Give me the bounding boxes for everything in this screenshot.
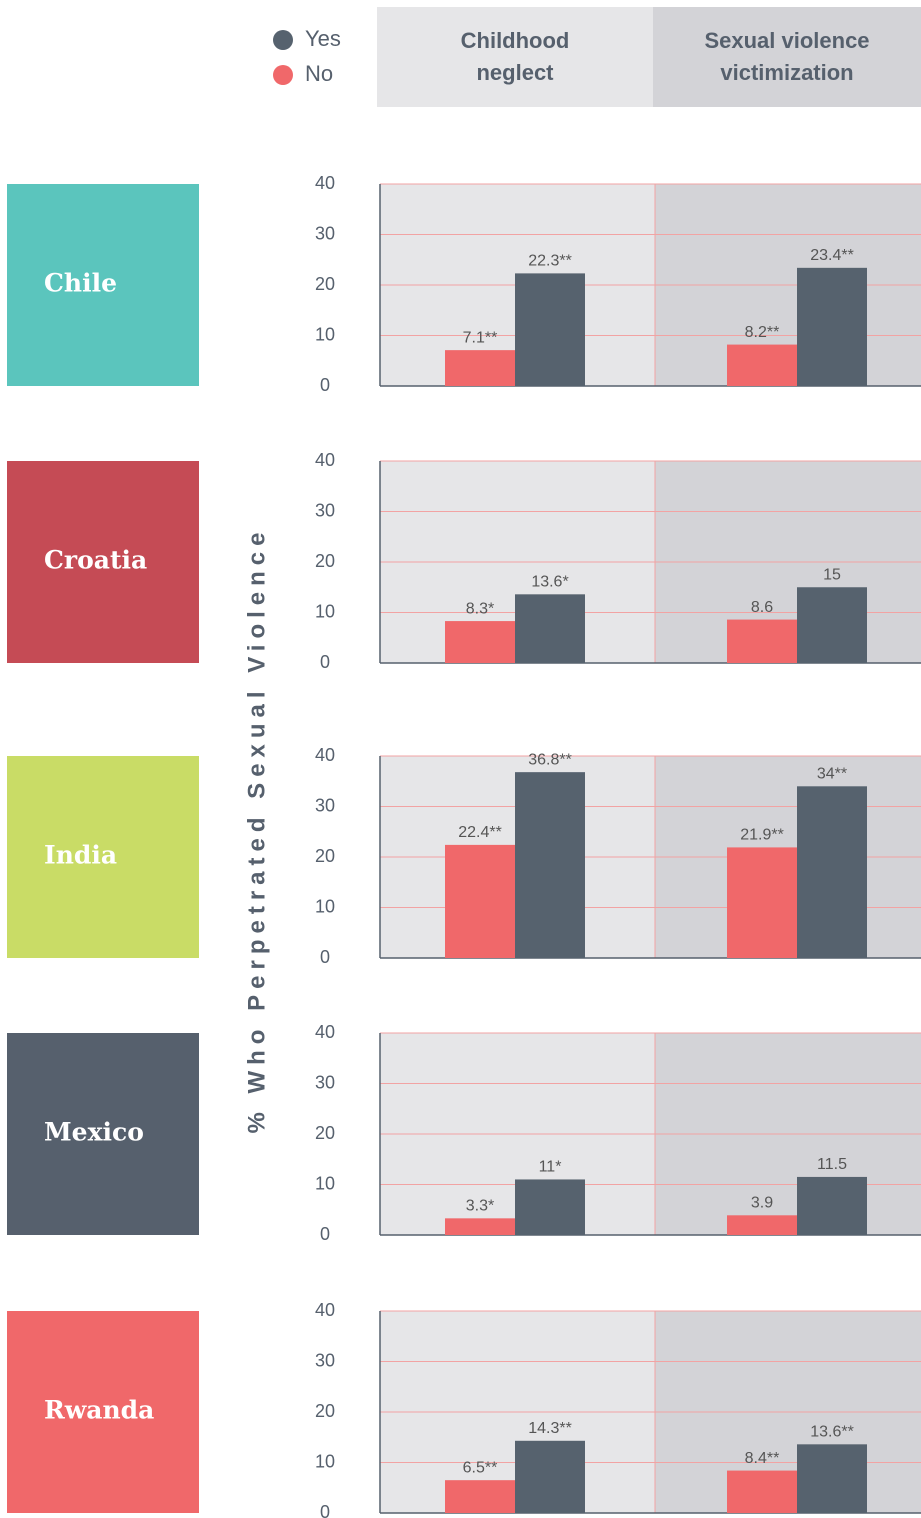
bar <box>515 273 585 386</box>
y-tick-label: 0 <box>320 1224 330 1244</box>
category-label: Croatia <box>44 546 147 575</box>
bar <box>445 350 515 386</box>
y-tick-label: 20 <box>315 1123 335 1143</box>
value-label: 23.4** <box>810 247 854 264</box>
value-label: 21.9** <box>740 827 784 844</box>
value-label: 7.1** <box>463 329 498 346</box>
panel-header: Childhood neglect <box>377 7 653 107</box>
value-label: 11* <box>539 1159 562 1176</box>
bar <box>797 786 867 958</box>
y-tick-label: 20 <box>315 551 335 571</box>
y-tick-label: 0 <box>320 1502 330 1518</box>
value-label: 3.9 <box>751 1195 773 1212</box>
value-label: 15 <box>823 566 841 583</box>
y-tick-label: 40 <box>315 745 335 765</box>
bar <box>515 1179 585 1235</box>
legend-swatch <box>273 30 293 50</box>
value-label: 13.6* <box>531 574 568 591</box>
bar <box>797 1176 867 1235</box>
y-tick-label: 10 <box>315 324 335 344</box>
value-label: 8.4** <box>745 1450 780 1467</box>
bar <box>515 1440 585 1513</box>
bar <box>797 267 867 386</box>
value-label: 8.6 <box>751 599 773 616</box>
bar <box>445 621 515 663</box>
value-label: 8.3* <box>466 600 494 617</box>
y-axis-label: % Who Perpetrated Sexual Violence <box>243 526 270 1133</box>
value-label: 14.3** <box>528 1420 572 1437</box>
y-tick-label: 40 <box>315 1300 335 1320</box>
y-tick-label: 30 <box>315 223 335 243</box>
y-tick-label: 30 <box>315 500 335 520</box>
value-label: 11.5 <box>817 1156 847 1173</box>
bar <box>445 1218 515 1235</box>
value-label: 3.3* <box>466 1198 494 1215</box>
category-box <box>7 756 199 958</box>
legend-label: No <box>305 61 333 86</box>
y-tick-label: 10 <box>315 896 335 916</box>
bar <box>515 772 585 958</box>
y-tick-label: 0 <box>320 652 330 672</box>
value-label: 13.6** <box>810 1424 854 1441</box>
category-label: Mexico <box>44 1118 144 1147</box>
bar <box>727 1215 797 1235</box>
bar <box>727 1470 797 1513</box>
y-tick-label: 40 <box>315 173 335 193</box>
value-label: 22.4** <box>458 824 502 841</box>
y-tick-label: 30 <box>315 1072 335 1092</box>
value-label: 6.5** <box>463 1459 498 1476</box>
y-tick-label: 0 <box>320 947 330 967</box>
bar <box>445 844 515 958</box>
y-tick-label: 40 <box>315 1022 335 1042</box>
y-tick-label: 10 <box>315 601 335 621</box>
category-box <box>7 461 199 663</box>
bar <box>515 594 585 663</box>
category-box <box>7 1033 199 1235</box>
bar <box>727 344 797 386</box>
y-tick-label: 20 <box>315 846 335 866</box>
category-label: Chile <box>44 269 117 298</box>
bar <box>727 619 797 663</box>
y-tick-label: 10 <box>315 1173 335 1193</box>
y-tick-label: 0 <box>320 375 330 395</box>
panel-header-text: Sexual violence victimization <box>704 28 870 85</box>
bar <box>797 587 867 663</box>
panel-header: Sexual violence victimization <box>653 7 921 107</box>
value-label: 34** <box>817 766 847 783</box>
panel-header-text: Childhood neglect <box>460 28 570 85</box>
y-tick-label: 40 <box>315 450 335 470</box>
legend-label: Yes <box>305 26 341 51</box>
category-label: Rwanda <box>44 1396 154 1425</box>
category-label: India <box>44 841 117 870</box>
y-tick-label: 10 <box>315 1451 335 1471</box>
bar <box>797 1444 867 1513</box>
value-label: 8.2** <box>745 324 780 341</box>
y-tick-label: 20 <box>315 1401 335 1421</box>
value-label: 36.8** <box>528 751 572 768</box>
y-tick-label: 20 <box>315 274 335 294</box>
value-label: 22.3** <box>528 253 572 270</box>
category-box <box>7 1311 199 1513</box>
bar <box>727 847 797 958</box>
category-box <box>7 184 199 386</box>
bar <box>445 1480 515 1513</box>
legend-swatch <box>273 65 293 85</box>
y-tick-label: 30 <box>315 1350 335 1370</box>
y-tick-label: 30 <box>315 795 335 815</box>
